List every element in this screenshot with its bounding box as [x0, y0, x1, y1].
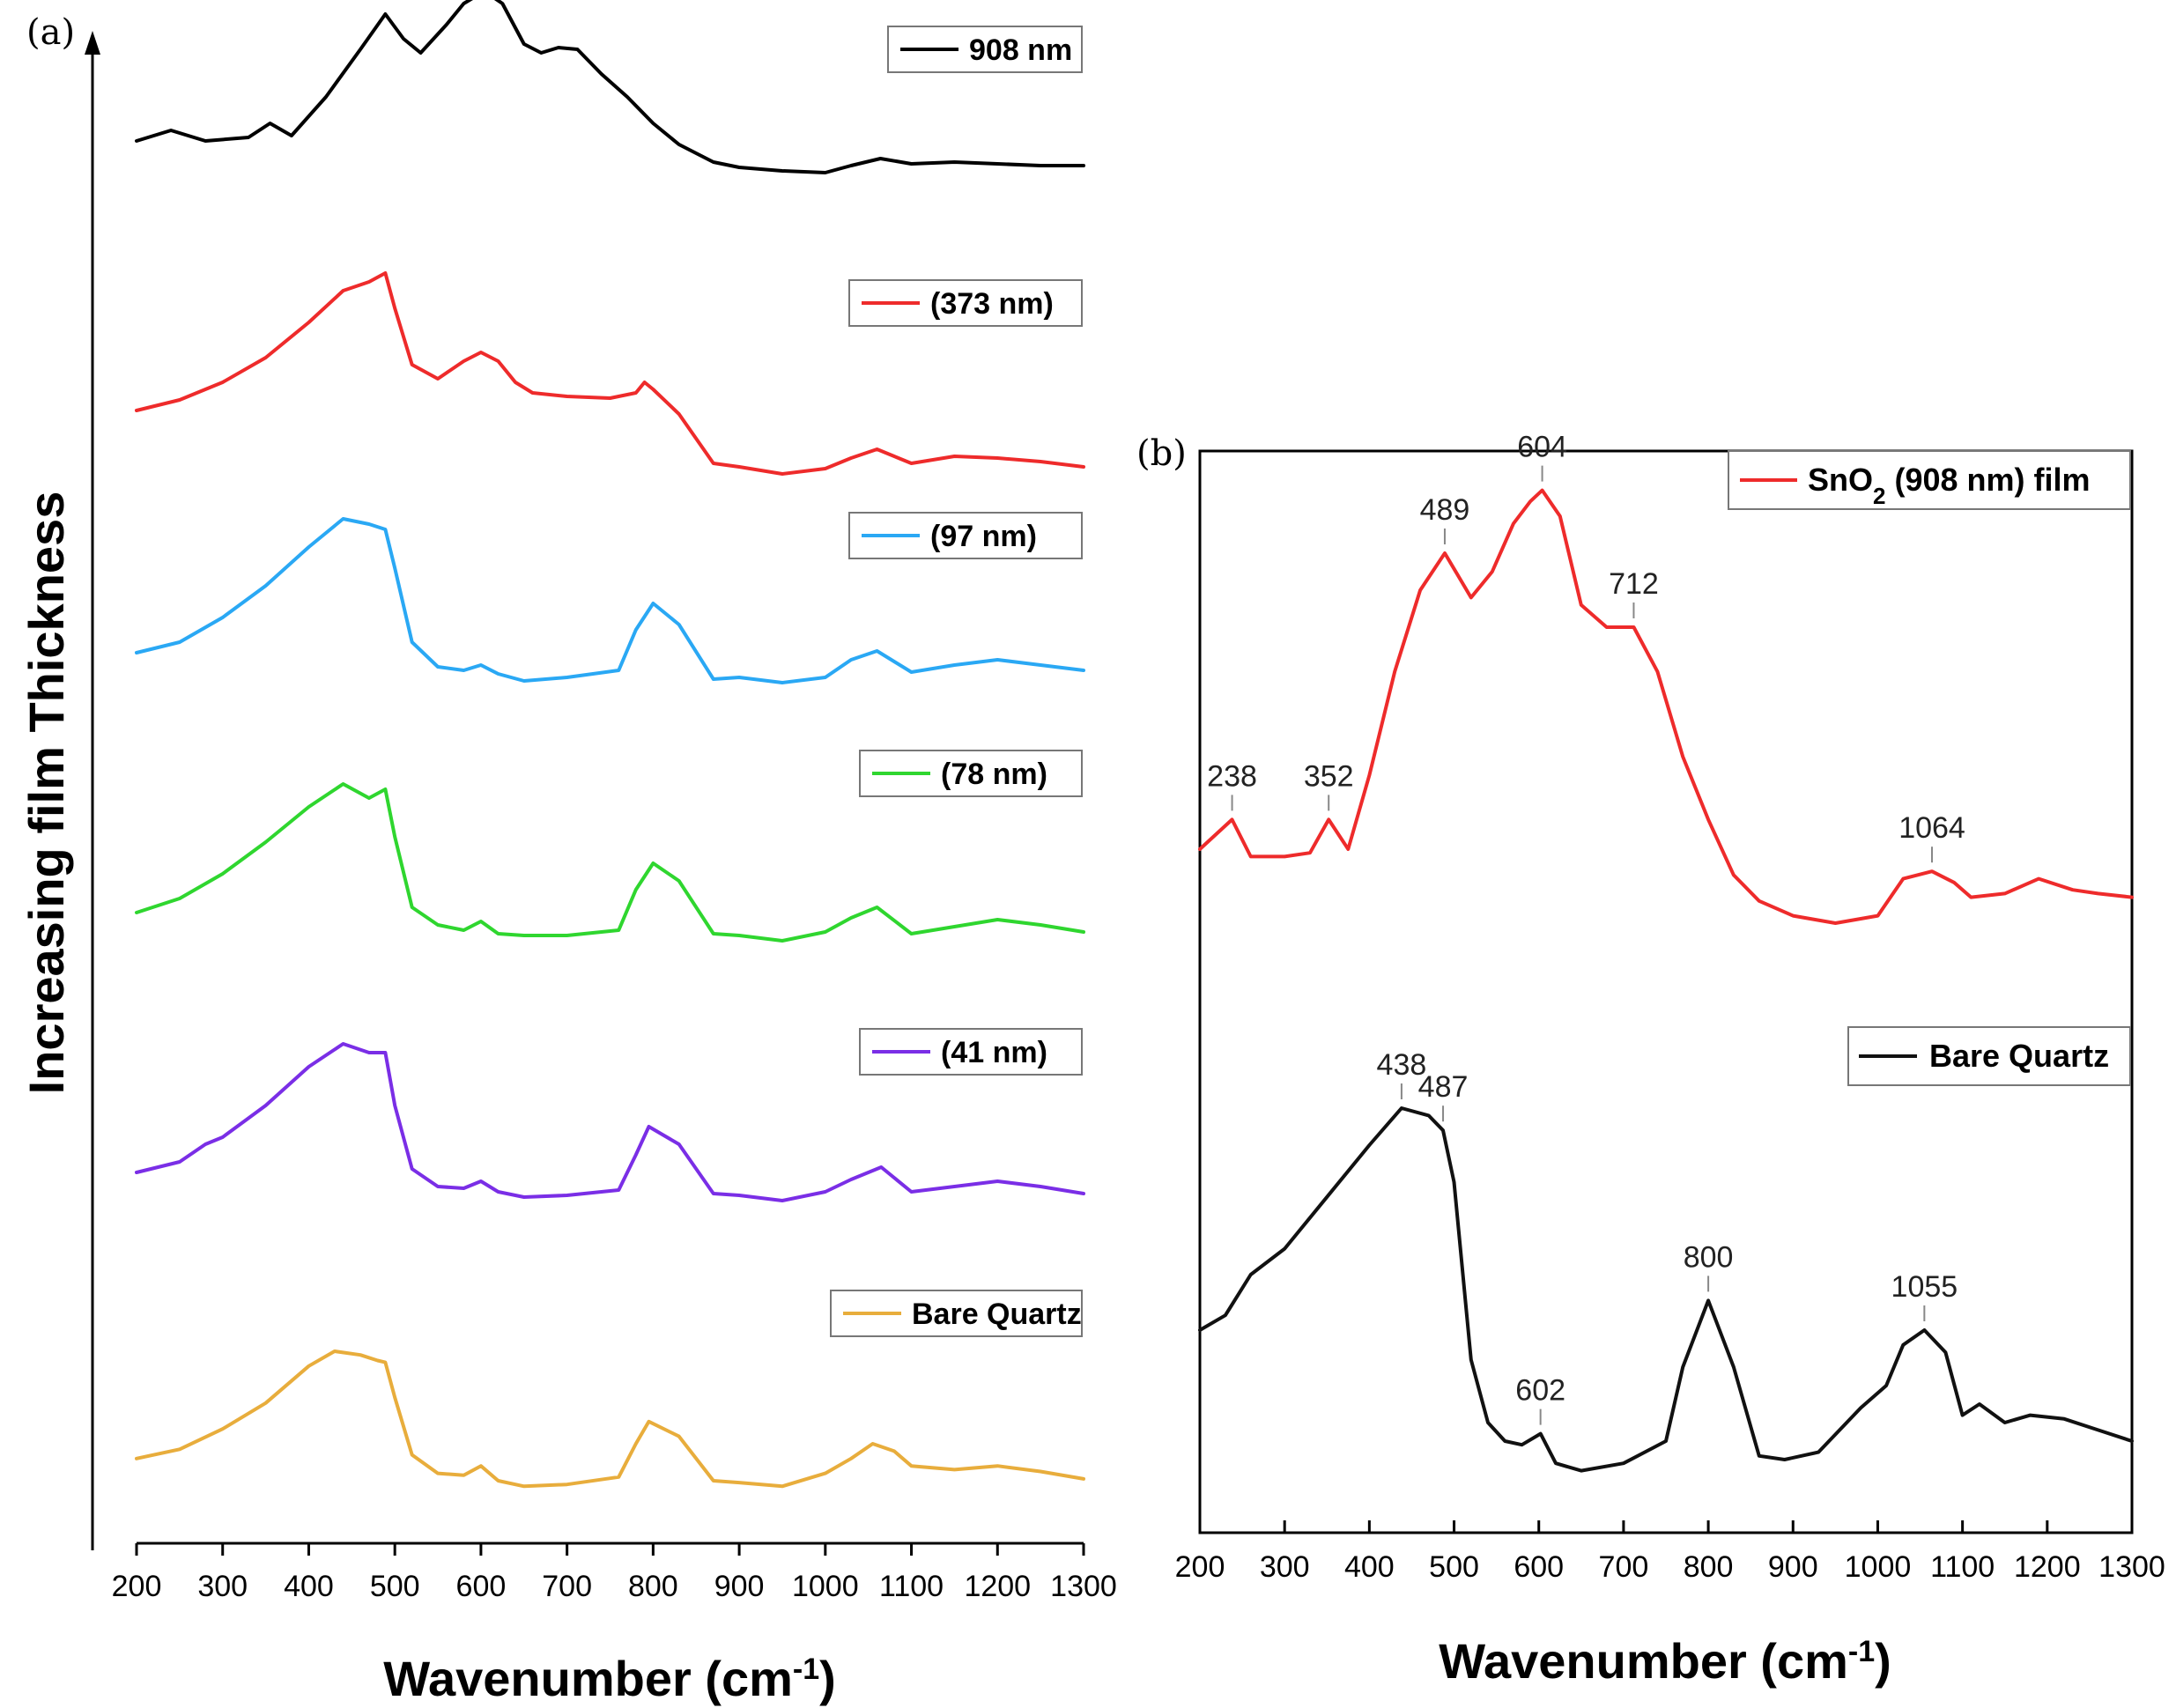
panel-a-label: (a) — [26, 12, 75, 53]
ticklabel-b-300: 300 — [1260, 1550, 1310, 1584]
ticklabel-a-1200: 1200 — [964, 1570, 1031, 1603]
ticklabel-b-500: 500 — [1429, 1550, 1479, 1584]
ticklabel-a-600: 600 — [456, 1570, 507, 1603]
legend-a-text-5: Bare Quartz — [912, 1298, 1082, 1331]
ticklabel-b-1000: 1000 — [1845, 1550, 1912, 1584]
series-a-line-0 — [135, 0, 1085, 174]
peak-label-b-7: 487 — [1418, 1070, 1469, 1104]
panel-b-legends: SnO2 (908 nm) film Bare Quartz — [1728, 450, 2131, 1086]
series-b-line-1 — [1198, 1106, 2134, 1473]
legend-a-text-0: 908 nm — [969, 33, 1072, 67]
legend-b-sno2-text: SnO2 (908 nm) film — [1808, 462, 2091, 509]
panel-a-ticks: 200 300 400 500 600 700 800 900 1000 1100 1200 1300 — [112, 1543, 1117, 1603]
panel-b-frame — [1198, 449, 2134, 1534]
panel-b: (b) 238 35248960471210644384876028001055 … — [1136, 431, 2165, 1689]
peak-label-b-6: 438 — [1377, 1048, 1427, 1082]
panel-b-label: (b) — [1136, 433, 1187, 474]
panel-a-series-group — [135, 0, 1085, 1489]
thickness-arrow-head — [85, 31, 100, 55]
legend-b-quartz-text: Bare Quartz — [1929, 1038, 2109, 1074]
series-a-line-1 — [135, 271, 1085, 476]
peak-label-b-9: 800 — [1684, 1240, 1734, 1274]
ticklabel-a-900: 900 — [714, 1570, 765, 1603]
peak-label-b-8: 602 — [1515, 1374, 1565, 1408]
ticklabel-b-1200: 1200 — [2014, 1550, 2081, 1584]
peak-label-b-1: 352 — [1304, 759, 1354, 793]
legend-a-box-1 — [848, 279, 1083, 327]
ticklabel-b-200: 200 — [1175, 1550, 1225, 1584]
series-a-line-4 — [135, 1042, 1085, 1202]
series-b-line-0 — [1198, 488, 2134, 925]
peak-label-b-10: 1055 — [1891, 1270, 1958, 1304]
ticklabel-b-700: 700 — [1599, 1550, 1649, 1584]
panel-b-series-group — [1198, 488, 2134, 1473]
panel-b-xlabel: Wavenumber (cm-1) — [1439, 1633, 1891, 1689]
ticklabel-a-400: 400 — [284, 1570, 334, 1603]
ticklabel-b-1300: 1300 — [2098, 1550, 2165, 1584]
panel-b-ticks: 200 300 400 500 600 700 800 900 1000 1100 1200 1300 — [1175, 1520, 2165, 1584]
legend-a-text-4: (41 nm) — [941, 1036, 1047, 1069]
ticklabel-a-1100: 1100 — [879, 1570, 944, 1603]
series-a-line-3 — [135, 782, 1085, 943]
panel-a-xlabel: Wavenumber (cm-1) — [383, 1651, 836, 1706]
ticklabel-b-800: 800 — [1684, 1550, 1734, 1584]
legend-a-text-1: (373 nm) — [930, 287, 1054, 321]
ticklabel-b-1100: 1100 — [1930, 1550, 1995, 1584]
panel-a: (a) Increasing film Thickness 908 nm (373… — [19, 0, 1117, 1706]
ticklabel-a-800: 800 — [628, 1570, 678, 1603]
ticklabel-b-600: 600 — [1514, 1550, 1564, 1584]
panel-a-legends: 908 nm (373 nm) (97 nm) (78 nm) (41 nm) Bare … — [830, 26, 1083, 1337]
ticklabel-a-200: 200 — [112, 1570, 162, 1603]
ticklabel-a-1300: 1300 — [1050, 1570, 1117, 1603]
ticklabel-a-500: 500 — [370, 1570, 420, 1603]
peak-label-b-4: 712 — [1609, 567, 1659, 601]
ticklabel-b-900: 900 — [1768, 1550, 1818, 1584]
ticklabel-a-1000: 1000 — [792, 1570, 859, 1603]
peak-label-b-3: 604 — [1517, 431, 1567, 464]
panel-a-ylabel: Increasing film Thickness — [19, 492, 74, 1095]
series-a-line-2 — [135, 517, 1085, 684]
ticklabel-b-400: 400 — [1344, 1550, 1395, 1584]
ticklabel-a-300: 300 — [197, 1570, 248, 1603]
ticklabel-a-700: 700 — [542, 1570, 592, 1603]
peak-label-b-5: 1064 — [1898, 811, 1965, 845]
legend-a-text-2: (97 nm) — [930, 520, 1037, 553]
series-a-line-5 — [135, 1349, 1085, 1489]
legend-a-text-3: (78 nm) — [941, 758, 1047, 791]
peak-label-b-2: 489 — [1420, 493, 1470, 527]
peak-label-b-0: 238 — [1207, 759, 1257, 793]
